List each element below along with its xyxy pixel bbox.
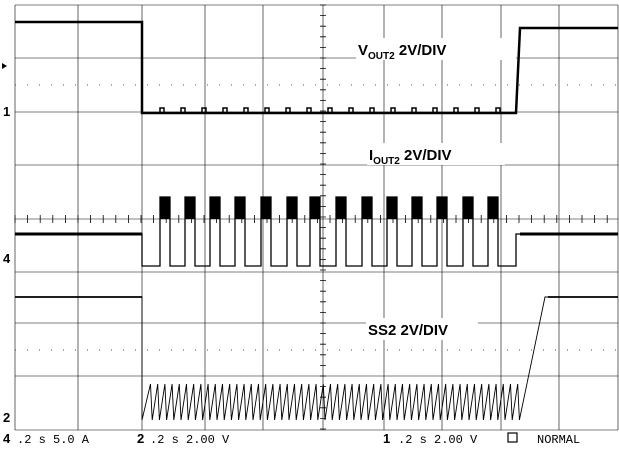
iout2-pulse-top xyxy=(310,197,320,219)
vout2-trace xyxy=(15,20,618,115)
vout2-label-bg xyxy=(356,38,516,60)
iout2-pulse-top xyxy=(160,197,170,219)
iout2-pulse-top xyxy=(488,197,498,219)
ss2-label: SS2 2V/DIV xyxy=(368,322,448,339)
iout2-pulse-top xyxy=(185,197,195,219)
ch4-status-text: .2 s 5.0 A xyxy=(17,433,90,447)
vout2-ripple xyxy=(159,107,501,113)
ch2-marker: 2 xyxy=(3,410,10,425)
iout2-pulse-top xyxy=(463,197,473,219)
ch4-status-icon: 4 xyxy=(3,431,11,446)
square-outline-icon xyxy=(507,432,518,443)
mode-status-text: NORMAL xyxy=(537,433,580,447)
iout2-pulse-top xyxy=(261,197,271,219)
ch1-marker: 1 xyxy=(3,104,10,119)
iout2-label: IOUT2 2V/DIV xyxy=(369,147,452,167)
iout2-pulse-top xyxy=(387,197,397,219)
iout2-pulse-top xyxy=(437,197,447,219)
iout2-pulse-top xyxy=(362,197,372,219)
ch2-status-text: .2 s 2.00 V xyxy=(150,433,230,447)
ss2-trace xyxy=(15,296,618,421)
ss2-label-bg xyxy=(366,318,478,340)
ch2-status-icon: 2 xyxy=(137,431,144,446)
iout2-pulse-top xyxy=(412,197,422,219)
iout2-label-bg xyxy=(367,143,505,165)
ch1-status-icon: 1 xyxy=(383,431,390,446)
iout2-pulse-top xyxy=(336,197,346,219)
iout2-pulse-top xyxy=(235,197,245,219)
iout2-trace xyxy=(15,196,618,267)
vout2-label: VOUT2 2V/DIV xyxy=(358,42,446,62)
ch4-marker: 4 xyxy=(3,251,11,266)
trigger-level-arrow-icon xyxy=(2,63,7,69)
iout2-pulse-top xyxy=(210,197,220,219)
traces xyxy=(15,20,618,421)
iout2-pulse-top xyxy=(287,197,297,219)
ch1-status-text: .2 s 2.00 V xyxy=(398,433,478,447)
